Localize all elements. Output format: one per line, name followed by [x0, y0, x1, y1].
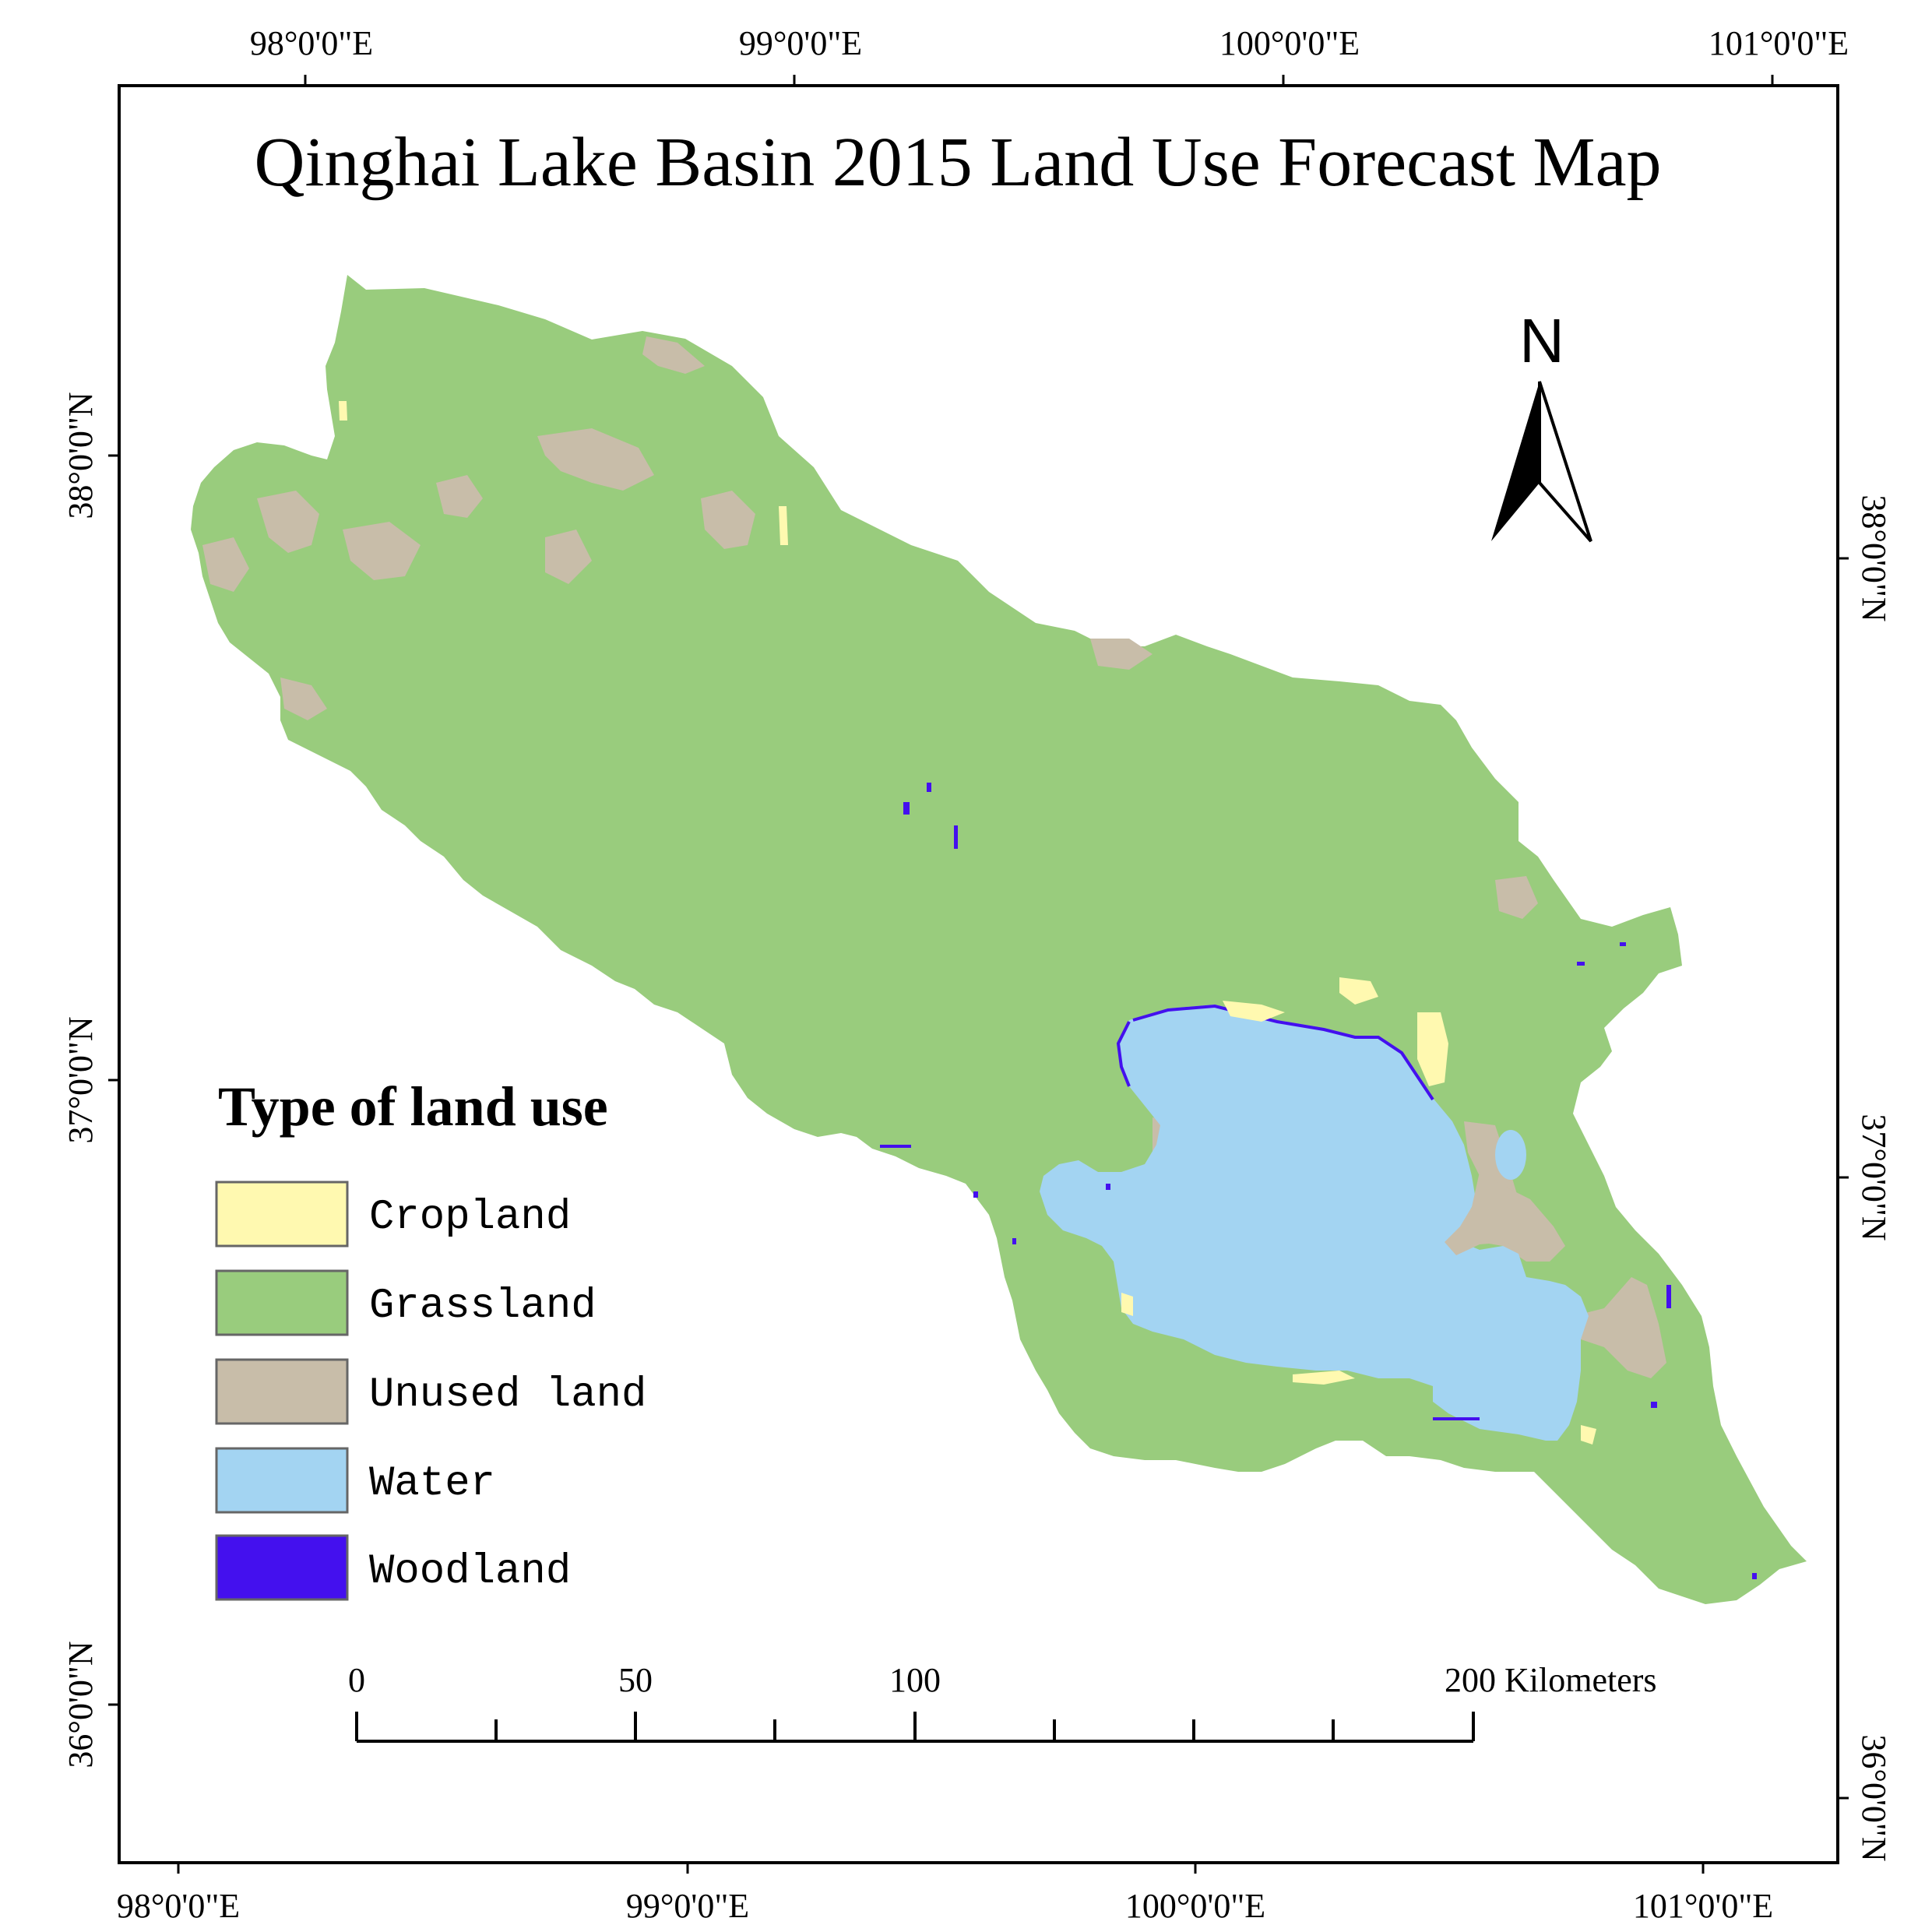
water-satellite-lake [1495, 1130, 1526, 1180]
scale-label-100: 100 [889, 1661, 941, 1699]
lat-label-right-3: 36°0'0"N [1855, 1734, 1893, 1861]
map-frame [118, 84, 1839, 1864]
north-arrow: N [1491, 306, 1592, 543]
legend-title: Type of land use [218, 1075, 608, 1138]
lon-label-top-3: 100°0'0"E [1219, 24, 1360, 62]
lat-label-left-3: 36°0'0"N [62, 1641, 100, 1768]
legend-swatch-unused-land [215, 1358, 349, 1425]
map-title: Qinghai Lake Basin 2015 Land Use Forecas… [254, 124, 1661, 201]
lon-label-top-4: 101°0'0"E [1709, 24, 1849, 62]
legend-swatch-cropland [215, 1181, 349, 1248]
cropland-areas [339, 401, 1596, 1445]
lon-label-top-2: 99°0'0"E [739, 24, 862, 62]
scale-bar [355, 1712, 1475, 1743]
scale-label-200-kilometers: 200 Kilometers [1445, 1661, 1657, 1699]
legend-label-woodland: Woodland [369, 1548, 571, 1596]
woodland-specks [880, 783, 1757, 1579]
legend-swatch-grassland [215, 1269, 349, 1336]
graticule-ticks [108, 75, 1849, 1874]
lon-label-bottom-3: 100°0'0"E [1125, 1887, 1265, 1925]
north-arrow-left-half-icon [1491, 382, 1540, 541]
lat-label-right-1: 38°0'0"N [1855, 494, 1893, 621]
scale-label-0: 0 [348, 1661, 365, 1699]
legend-label-grassland: Grassland [369, 1283, 596, 1330]
north-label: N [1519, 306, 1564, 375]
lon-label-top-1: 98°0'0"E [250, 24, 373, 62]
lon-label-bottom-1: 98°0'0"E [117, 1887, 240, 1925]
lat-label-left-2: 37°0'0"N [62, 1016, 100, 1143]
legend-swatch-water [215, 1447, 349, 1514]
legend-label-unused-land: Unused land [369, 1371, 646, 1419]
woodland-shoreline-west [1116, 1021, 1131, 1087]
lat-label-right-2: 37°0'0"N [1855, 1114, 1893, 1240]
water-qinghai-lake [1040, 1005, 1589, 1441]
lat-label-left-1: 38°0'0"N [62, 392, 100, 519]
legend-swatch-woodland [215, 1534, 349, 1601]
legend-label-water: Water [369, 1460, 495, 1508]
north-arrow-right-half-icon [1538, 381, 1592, 543]
woodland-shoreline [1132, 1004, 1434, 1101]
legend-label-cropland: Cropland [369, 1194, 571, 1241]
lon-label-bottom-2: 99°0'0"E [626, 1887, 749, 1925]
unused-land-lake-delta [1445, 1172, 1565, 1258]
scale-label-50: 50 [618, 1661, 653, 1699]
lon-label-bottom-4: 101°0'0"E [1633, 1887, 1773, 1925]
legend: Type of land use Cropland Grassland Unus… [215, 1075, 646, 1601]
